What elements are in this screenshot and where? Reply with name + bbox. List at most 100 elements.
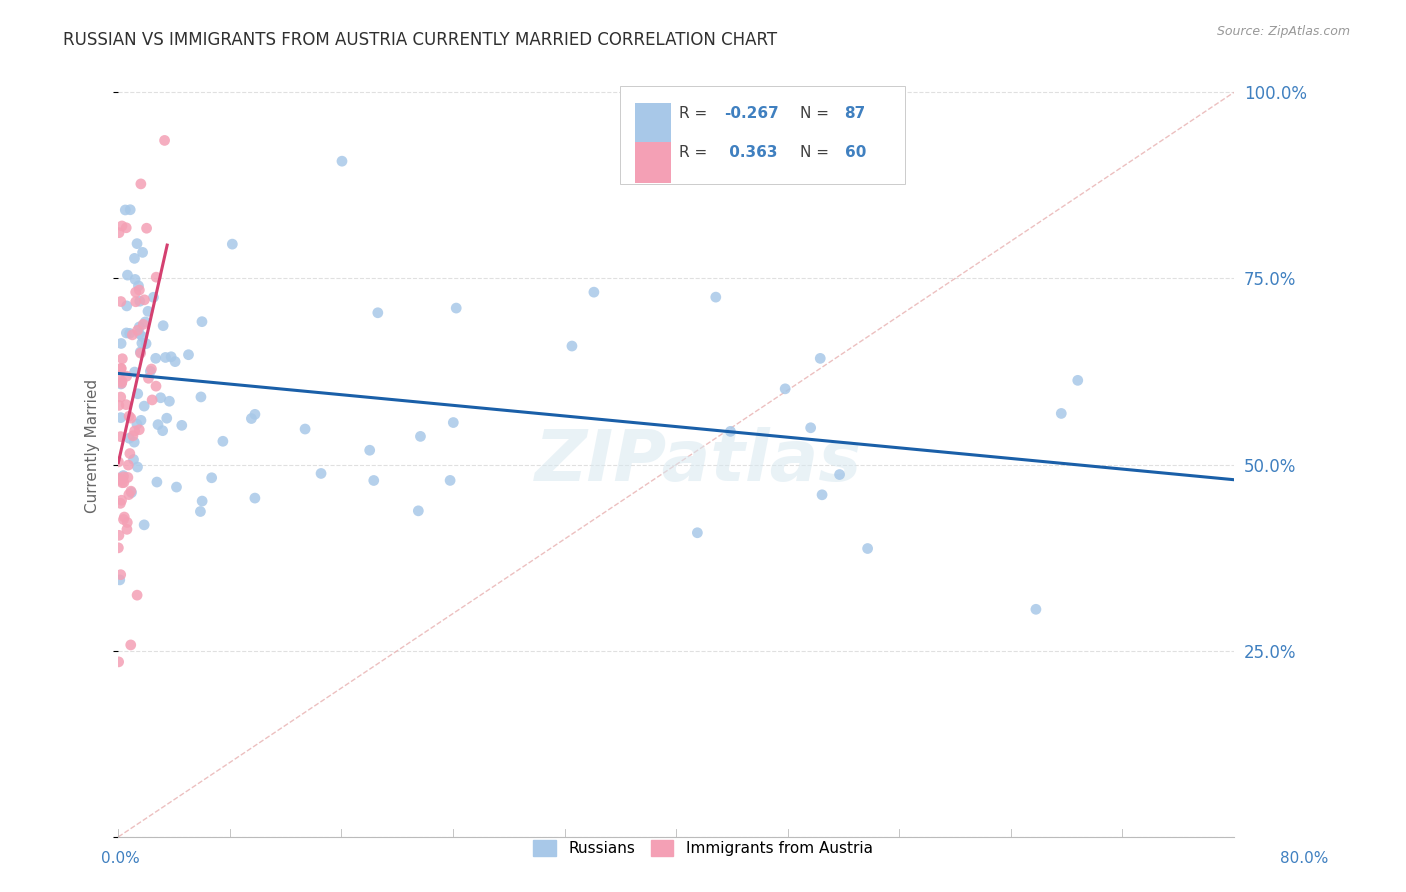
Russians: [131, 336, 153, 351]
Immigrants from Austria: [111, 375, 134, 389]
Russians: [134, 315, 156, 329]
Russians: [582, 285, 605, 300]
Russians: [359, 443, 381, 458]
Russians: [191, 315, 214, 329]
Immigrants from Austria: [129, 346, 152, 360]
Russians: [177, 348, 200, 362]
Russians: [127, 386, 149, 401]
Text: Source: ZipAtlas.com: Source: ZipAtlas.com: [1216, 25, 1350, 38]
Russians: [128, 294, 150, 309]
Russians: [122, 435, 145, 450]
FancyBboxPatch shape: [636, 142, 671, 183]
Russians: [240, 411, 263, 425]
Immigrants from Austria: [115, 398, 138, 412]
Russians: [294, 422, 316, 436]
Russians: [201, 471, 224, 485]
Russians: [128, 326, 150, 341]
Y-axis label: Currently Married: Currently Married: [86, 379, 100, 513]
Immigrants from Austria: [118, 487, 141, 501]
Russians: [118, 431, 141, 445]
Immigrants from Austria: [121, 327, 143, 342]
Immigrants from Austria: [107, 455, 129, 469]
Russians: [124, 272, 146, 286]
FancyBboxPatch shape: [636, 103, 671, 144]
Text: 0.363: 0.363: [724, 145, 778, 160]
Text: 60: 60: [845, 145, 866, 160]
Russians: [115, 326, 138, 340]
Text: 0.0%: 0.0%: [101, 851, 141, 865]
Immigrants from Austria: [125, 294, 148, 309]
Immigrants from Austria: [110, 294, 132, 309]
Text: -0.267: -0.267: [724, 106, 779, 121]
Immigrants from Austria: [115, 220, 138, 235]
Immigrants from Austria: [111, 351, 134, 366]
Russians: [190, 390, 212, 404]
Russians: [108, 573, 131, 587]
Russians: [1050, 406, 1073, 420]
Immigrants from Austria: [118, 409, 141, 424]
Russians: [439, 474, 461, 488]
Immigrants from Austria: [128, 283, 150, 297]
Immigrants from Austria: [112, 470, 135, 484]
Immigrants from Austria: [141, 392, 163, 407]
Immigrants from Austria: [141, 362, 163, 376]
Legend: Russians, Immigrants from Austria: Russians, Immigrants from Austria: [527, 834, 879, 862]
Immigrants from Austria: [127, 323, 149, 337]
Russians: [309, 467, 332, 481]
Immigrants from Austria: [108, 369, 131, 384]
Russians: [408, 504, 430, 518]
Russians: [118, 326, 141, 341]
Immigrants from Austria: [110, 390, 132, 404]
Russians: [129, 413, 152, 427]
Russians: [146, 475, 169, 489]
Russians: [1025, 602, 1047, 616]
Text: N =: N =: [800, 145, 834, 160]
Immigrants from Austria: [135, 221, 157, 235]
Russians: [115, 299, 138, 313]
Russians: [117, 268, 139, 282]
Russians: [124, 365, 146, 379]
Text: R =: R =: [679, 145, 713, 160]
Russians: [686, 525, 709, 540]
Immigrants from Austria: [118, 446, 141, 460]
Russians: [125, 236, 148, 251]
Immigrants from Austria: [110, 429, 132, 443]
Immigrants from Austria: [122, 429, 145, 443]
Immigrants from Austria: [107, 655, 129, 669]
Immigrants from Austria: [117, 458, 139, 472]
Immigrants from Austria: [110, 567, 132, 582]
Immigrants from Austria: [110, 496, 132, 510]
Immigrants from Austria: [111, 219, 134, 233]
Russians: [129, 345, 152, 359]
Russians: [145, 351, 167, 366]
Russians: [165, 354, 187, 368]
Russians: [773, 382, 796, 396]
Russians: [444, 301, 467, 315]
Text: 87: 87: [845, 106, 866, 121]
Russians: [134, 399, 156, 413]
Immigrants from Austria: [108, 226, 131, 240]
Russians: [856, 541, 879, 556]
Russians: [156, 411, 179, 425]
Russians: [131, 245, 153, 260]
Russians: [120, 202, 142, 217]
Immigrants from Austria: [124, 424, 146, 438]
Text: N =: N =: [800, 106, 834, 121]
Immigrants from Austria: [110, 493, 132, 508]
Immigrants from Austria: [110, 361, 132, 376]
Immigrants from Austria: [128, 423, 150, 437]
Russians: [811, 488, 834, 502]
Immigrants from Austria: [120, 484, 142, 499]
Russians: [212, 434, 235, 449]
Russians: [124, 252, 146, 266]
Immigrants from Austria: [138, 371, 160, 385]
Text: 80.0%: 80.0%: [1281, 851, 1329, 865]
Russians: [152, 424, 174, 438]
Russians: [127, 278, 149, 293]
Russians: [110, 376, 132, 391]
Russians: [1067, 373, 1090, 387]
Russians: [149, 391, 172, 405]
Immigrants from Austria: [127, 588, 149, 602]
Russians: [114, 202, 136, 217]
Russians: [720, 425, 742, 439]
